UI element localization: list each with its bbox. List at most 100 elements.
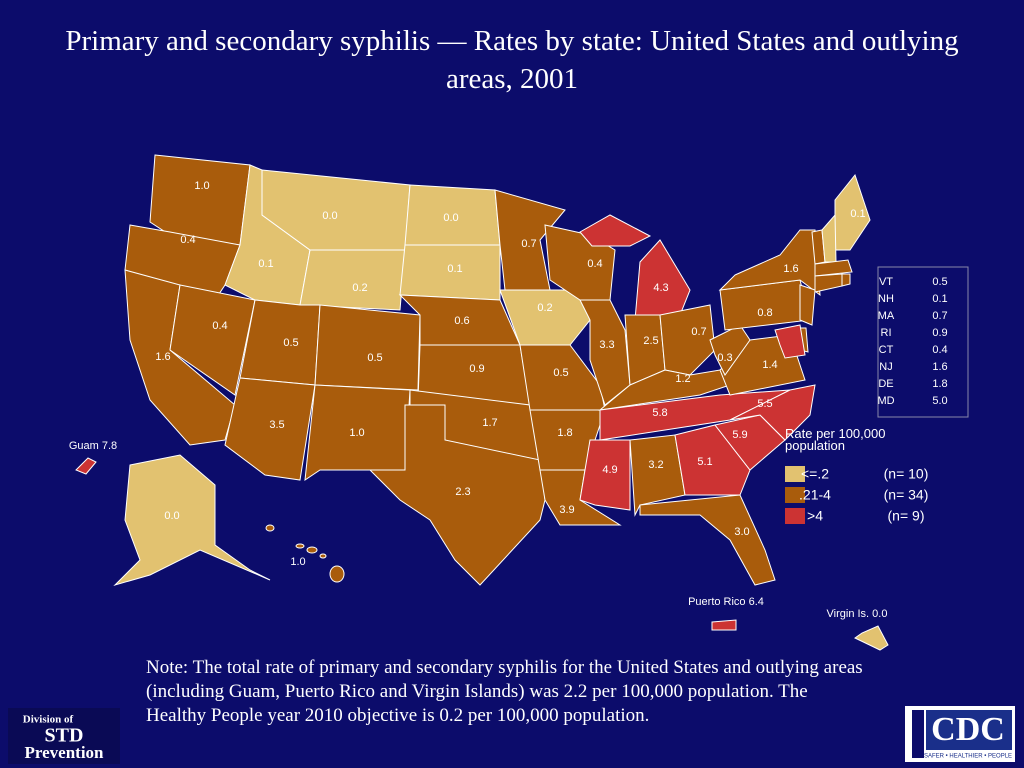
state-shape xyxy=(329,565,345,583)
state-shape xyxy=(821,213,837,263)
state-shape xyxy=(319,553,327,559)
state-rate: 5.8 xyxy=(652,407,667,419)
legend-label: >4 xyxy=(807,508,823,524)
state-rate: 0.4 xyxy=(587,258,602,270)
state-shape xyxy=(814,273,843,293)
territory-label: Virgin Is. 0.0 xyxy=(827,608,888,620)
state-rate: 1.6 xyxy=(783,263,798,275)
state-shape xyxy=(729,384,816,441)
state-shape xyxy=(314,304,421,391)
state-shape xyxy=(113,454,271,587)
state-rate: 3.0 xyxy=(734,526,749,538)
state-rate: 0.5 xyxy=(367,352,382,364)
table-state: RI xyxy=(881,327,892,339)
state-rate: 0.3 xyxy=(717,352,732,364)
table-box xyxy=(877,266,969,418)
table-state: DE xyxy=(878,378,893,390)
table-state: NH xyxy=(878,293,894,305)
state-rate: 1.2 xyxy=(675,373,690,385)
state-shape xyxy=(368,404,546,586)
state-rate: 0.7 xyxy=(521,238,536,250)
table-state: CT xyxy=(879,344,894,356)
state-shape xyxy=(265,524,275,532)
table-rate: 1.8 xyxy=(932,378,947,390)
state-rate: 0.1 xyxy=(850,208,865,220)
state-shape xyxy=(774,324,806,359)
state-shape xyxy=(674,424,751,496)
state-shape xyxy=(299,249,406,311)
territory-shape xyxy=(854,625,889,651)
legend-count: (n= 10) xyxy=(884,466,929,482)
state-rate: 1.0 xyxy=(349,427,364,439)
state-rate: 2.5 xyxy=(643,335,658,347)
state-rate: 5.1 xyxy=(697,456,712,468)
table-rate: 0.4 xyxy=(932,344,947,356)
state-rate: 0.0 xyxy=(164,510,179,522)
table-rate: 0.7 xyxy=(932,310,947,322)
note: Note: The total rate of primary and seco… xyxy=(146,657,863,726)
state-shape xyxy=(295,543,305,549)
state-shape xyxy=(629,434,686,517)
state-rate: 0.8 xyxy=(757,307,772,319)
logo-tagline: SAFER • HEALTHIER • PEOPLE xyxy=(924,754,1012,760)
table-rate: 5.0 xyxy=(932,395,947,407)
table-state: VT xyxy=(879,276,893,288)
state-rate: 2.3 xyxy=(455,486,470,498)
state-shape xyxy=(306,546,318,554)
title: Primary and secondary syphilis — Rates b… xyxy=(65,25,959,95)
state-rate: 3.3 xyxy=(599,339,614,351)
territory-label: Puerto Rico 6.4 xyxy=(688,596,764,608)
legend-title: Rate per 100,000 population xyxy=(785,426,886,453)
state-rate: 0.0 xyxy=(443,212,458,224)
state-rate: 1.6 xyxy=(155,351,170,363)
state-rate: 5.5 xyxy=(757,398,772,410)
state-shape xyxy=(799,284,816,326)
table-state: MD xyxy=(877,395,894,407)
table-rate: 0.1 xyxy=(932,293,947,305)
logo-right-text: CDC xyxy=(931,711,1005,748)
state-shape xyxy=(169,284,256,396)
state-rate: 5.9 xyxy=(732,429,747,441)
state-rate: 0.4 xyxy=(180,234,195,246)
logo-left-text: Division of xyxy=(23,714,74,726)
state-rate: 0.4 xyxy=(212,320,227,332)
state-rate: 1.0 xyxy=(290,556,305,568)
state-rate: 0.2 xyxy=(537,302,552,314)
legend-swatch xyxy=(785,508,805,524)
state-rate: 0.0 xyxy=(322,210,337,222)
state-shape xyxy=(639,494,776,586)
state-rate: 0.5 xyxy=(553,367,568,379)
state-shape xyxy=(579,214,652,247)
table-state: NJ xyxy=(879,361,892,373)
state-shape xyxy=(634,239,691,321)
legend-count: (n= 34) xyxy=(884,487,929,503)
logo-right-bar xyxy=(912,710,924,758)
logo-left-box xyxy=(8,708,120,764)
state-rate: 0.2 xyxy=(352,282,367,294)
legend-swatch xyxy=(785,487,805,503)
state-rate: 0.9 xyxy=(469,363,484,375)
table-state: MA xyxy=(878,310,895,322)
state-shape xyxy=(659,304,716,376)
state-rate: 0.1 xyxy=(447,263,462,275)
legend-label: <=.2 xyxy=(801,466,829,482)
state-rate: 3.2 xyxy=(648,459,663,471)
territory-shape xyxy=(75,457,97,475)
legend-label: .21-4 xyxy=(799,487,831,503)
state-rate: 0.1 xyxy=(258,258,273,270)
legend-swatch xyxy=(785,466,805,482)
state-rate: 3.9 xyxy=(559,504,574,516)
logo-left-text: STD xyxy=(45,725,84,747)
state-rate: 4.9 xyxy=(602,464,617,476)
state-shape xyxy=(814,259,853,277)
table-rate: 0.5 xyxy=(932,276,947,288)
logo-right-field xyxy=(926,710,1012,750)
state-rate: 1.8 xyxy=(557,427,572,439)
state-rate: 0.5 xyxy=(283,337,298,349)
state-rate: 1.4 xyxy=(762,359,777,371)
state-shape xyxy=(841,273,851,287)
table-rate: 1.6 xyxy=(932,361,947,373)
state-rate: 1.0 xyxy=(194,180,209,192)
